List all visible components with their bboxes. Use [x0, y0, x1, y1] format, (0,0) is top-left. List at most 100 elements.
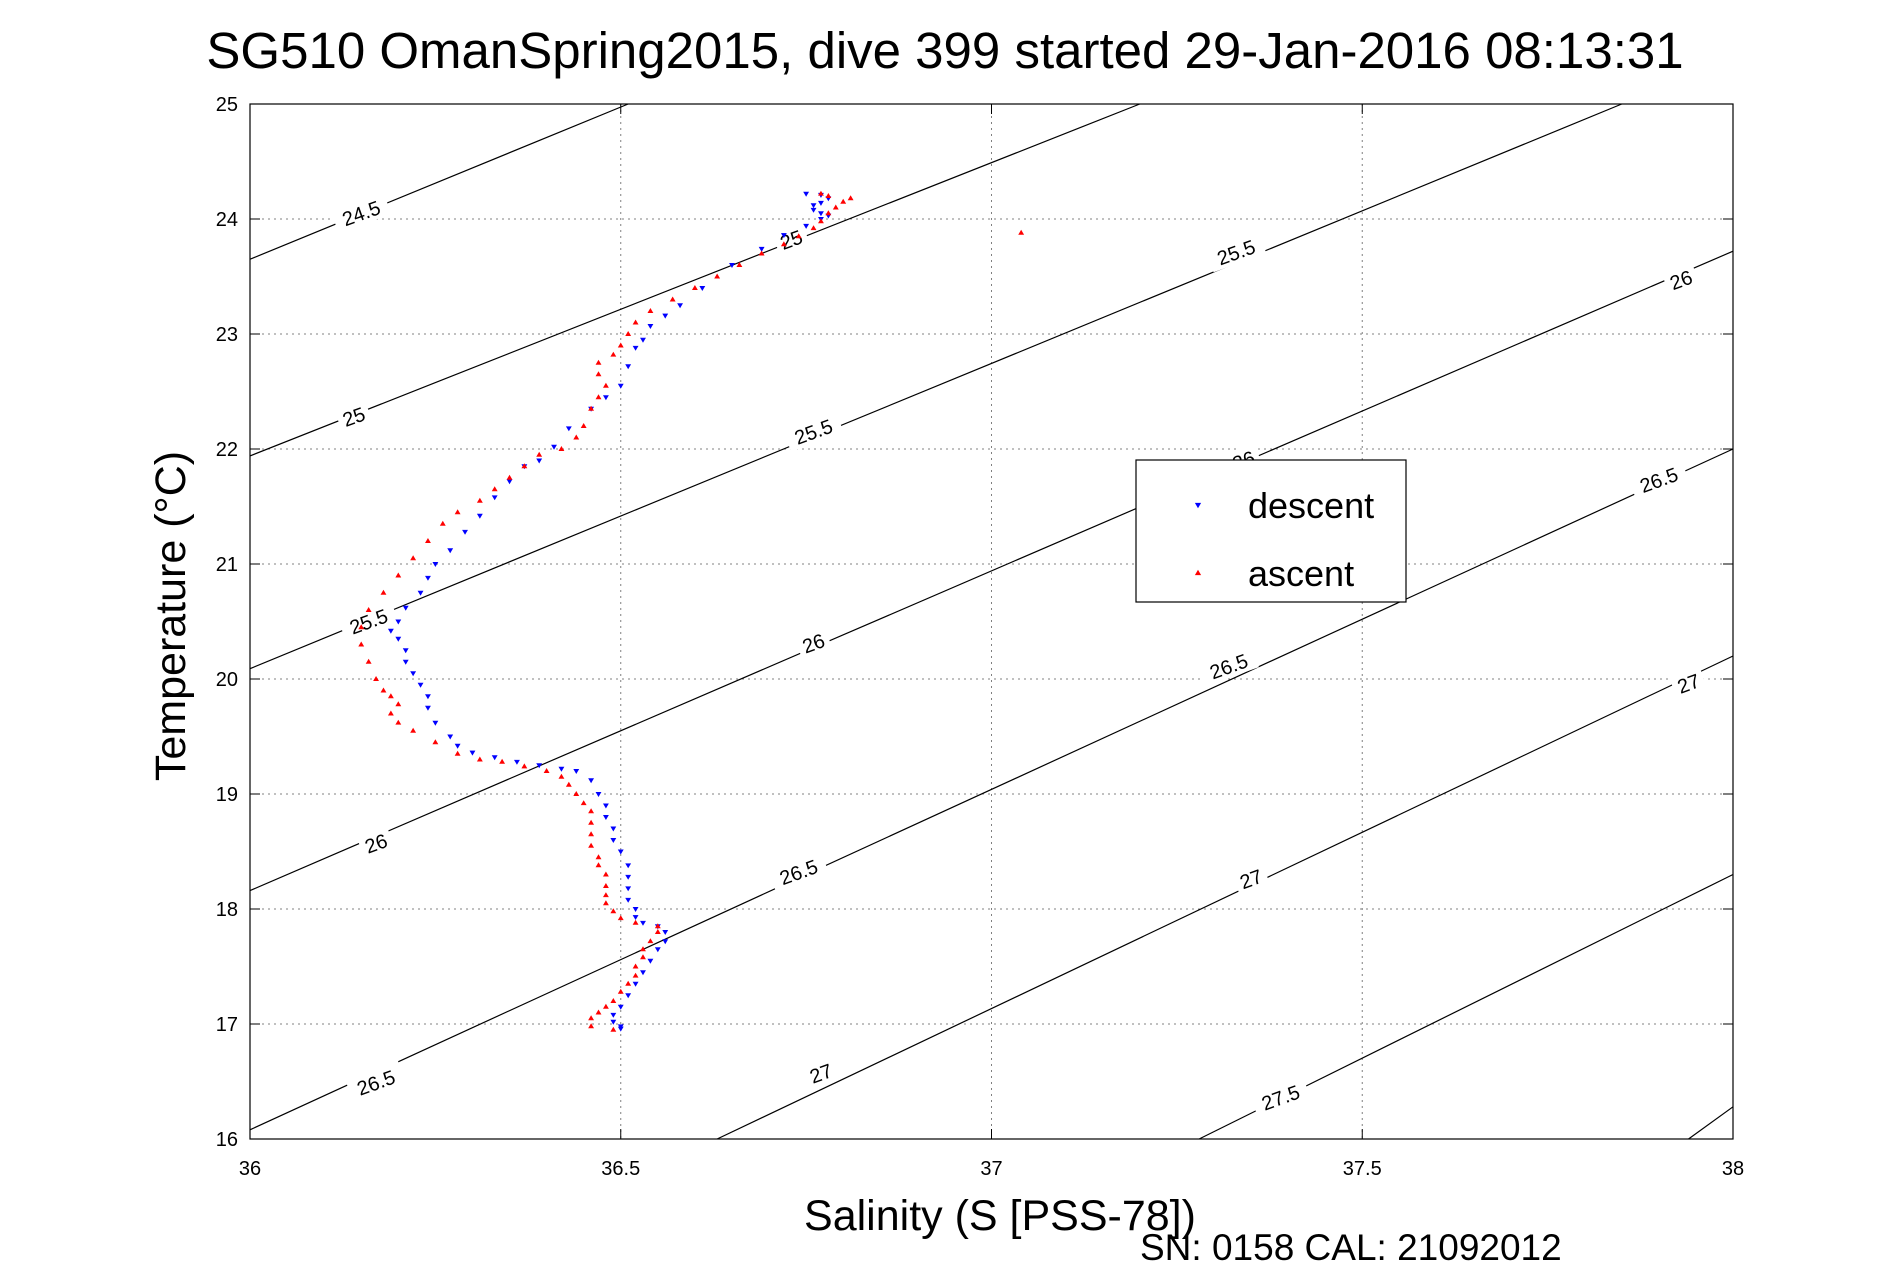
- ascent-point: [454, 509, 461, 515]
- ascent-point: [595, 1009, 602, 1015]
- ascent-point: [780, 241, 787, 247]
- ascent-point: [691, 285, 698, 290]
- ascent-point: [625, 980, 632, 986]
- ascent-point: [632, 919, 639, 925]
- ascent-point: [825, 210, 832, 216]
- descent-point: [610, 1012, 617, 1018]
- y-tick-label: 20: [216, 669, 238, 691]
- ascent-point: [602, 1003, 609, 1009]
- ascent-point: [617, 988, 624, 994]
- ascent-point: [595, 359, 602, 365]
- descent-point: [699, 286, 706, 291]
- descent-point: [454, 743, 461, 749]
- ascent-point: [425, 538, 431, 543]
- descent-point: [536, 458, 543, 464]
- density-contour-line: [716, 655, 1734, 1140]
- ascent-point: [395, 701, 402, 707]
- descent-point: [462, 529, 468, 535]
- ascent-point: [647, 938, 654, 944]
- ascent-point: [358, 641, 365, 647]
- contour-label-background: [1231, 861, 1270, 895]
- ascent-point: [506, 474, 513, 480]
- descent-point: [558, 766, 565, 772]
- descent-point: [632, 915, 639, 921]
- ascent-point: [580, 800, 587, 806]
- density-contour-label: 25: [771, 222, 811, 256]
- ascent-point: [476, 497, 483, 503]
- ascent-point: [387, 710, 394, 716]
- ascent-point: [640, 954, 646, 960]
- ascent-point: [588, 405, 595, 411]
- y-tick-label: 16: [216, 1129, 238, 1151]
- descent-point: [625, 993, 632, 999]
- contour-label-background: [794, 625, 833, 660]
- descent-point: [640, 337, 646, 343]
- density-contour-line: [249, 103, 629, 260]
- descent-point: [425, 694, 431, 700]
- descent-point: [536, 763, 543, 769]
- ascent-point: [499, 758, 506, 764]
- plot-area: 24.5252525.525.525.52626262626.526.526.5…: [216, 94, 1744, 1180]
- y-tick-label: 23: [216, 324, 238, 346]
- ascent-point: [365, 658, 372, 664]
- descent-point: [677, 303, 683, 309]
- ascent-point: [595, 854, 602, 860]
- density-contour-label: 26.5: [1198, 644, 1259, 687]
- ascent-point: [736, 262, 743, 267]
- ascent-point: [617, 915, 624, 921]
- ascent-point: [602, 382, 609, 388]
- descent-point: [617, 1004, 624, 1010]
- ascent-point: [595, 862, 602, 868]
- descent-point: [625, 364, 632, 370]
- descent-point: [662, 313, 669, 319]
- descent-point: [402, 659, 409, 665]
- descent-point: [662, 930, 669, 935]
- descent-point: [617, 1026, 624, 1032]
- descent-point: [402, 648, 409, 654]
- descent-point: [617, 849, 624, 855]
- ascent-point: [669, 296, 676, 302]
- ascent-point: [380, 687, 387, 693]
- descent-point: [647, 323, 654, 329]
- ascent-point: [536, 451, 543, 457]
- ascent-point: [573, 791, 580, 796]
- ascent-point: [358, 624, 365, 630]
- y-axis-ticks: 16 17 18 19 20 21 22 23 24 25: [216, 94, 1733, 1151]
- ascent-point: [714, 273, 721, 279]
- density-contour-line: [249, 250, 1734, 892]
- y-tick-label: 17: [216, 1014, 238, 1036]
- ascent-point: [640, 946, 646, 952]
- legend: descent ascent: [1135, 459, 1407, 603]
- descent-point: [573, 769, 580, 774]
- ascent-point: [647, 308, 654, 313]
- descent-point: [625, 863, 632, 869]
- ascent-point: [625, 331, 632, 336]
- descent-point: [387, 628, 394, 634]
- descent-point: [647, 958, 654, 964]
- density-contour-label: 27: [1669, 665, 1708, 700]
- ascent-point: [558, 446, 565, 451]
- y-tick-label: 22: [216, 439, 238, 461]
- descent-point: [758, 246, 765, 252]
- descent-point: [417, 682, 424, 688]
- ascent-point: [543, 768, 550, 773]
- contour-label-background: [767, 850, 829, 893]
- y-tick-label: 21: [216, 554, 238, 576]
- ascent-point: [840, 198, 847, 204]
- ascent-point: [491, 486, 498, 492]
- descent-point: [780, 233, 787, 239]
- density-contour-line: [1688, 1106, 1734, 1140]
- descent-point: [625, 886, 632, 892]
- contour-label-background: [782, 409, 844, 452]
- y-axis-label: Temperature (°C): [147, 451, 195, 781]
- ascent-point: [825, 193, 832, 198]
- ascent-point: [476, 756, 483, 762]
- descent-point: [632, 981, 639, 987]
- descent-point: [803, 191, 810, 197]
- descent-point: [610, 838, 617, 843]
- descent-point: [818, 200, 824, 206]
- contour-label-background: [337, 599, 399, 642]
- ascent-point: [439, 520, 446, 526]
- x-tick-label: 36: [239, 1158, 261, 1180]
